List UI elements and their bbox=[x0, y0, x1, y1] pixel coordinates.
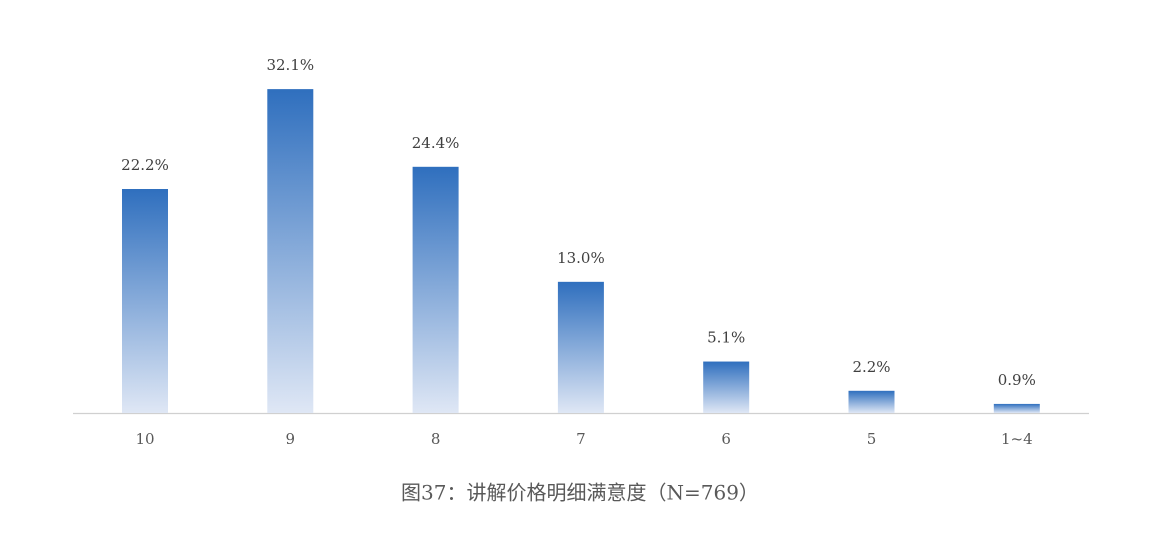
bar bbox=[557, 281, 604, 413]
x-tick-label: 1~4 bbox=[1001, 430, 1033, 448]
x-tick-label: 6 bbox=[721, 430, 731, 448]
x-tick-label: 10 bbox=[135, 430, 154, 448]
value-label: 0.9% bbox=[998, 371, 1036, 389]
value-label: 13.0% bbox=[557, 249, 605, 267]
bar bbox=[703, 361, 750, 413]
bar bbox=[848, 390, 895, 413]
value-label: 2.2% bbox=[852, 358, 890, 376]
value-label: 5.1% bbox=[707, 329, 745, 347]
bar bbox=[412, 166, 459, 413]
value-label: 32.1% bbox=[266, 56, 314, 74]
x-tick-label: 5 bbox=[867, 430, 877, 448]
chart-title: 图37：讲解价格明细满意度（N=769） bbox=[401, 481, 759, 505]
x-tick-label: 7 bbox=[576, 430, 586, 448]
x-tick-label: 8 bbox=[431, 430, 441, 448]
bar bbox=[122, 189, 168, 413]
bar bbox=[993, 403, 1040, 413]
x-tick-label: 9 bbox=[286, 430, 296, 448]
value-label: 24.4% bbox=[412, 134, 460, 152]
bar bbox=[267, 89, 314, 414]
value-label: 22.2% bbox=[121, 156, 169, 174]
